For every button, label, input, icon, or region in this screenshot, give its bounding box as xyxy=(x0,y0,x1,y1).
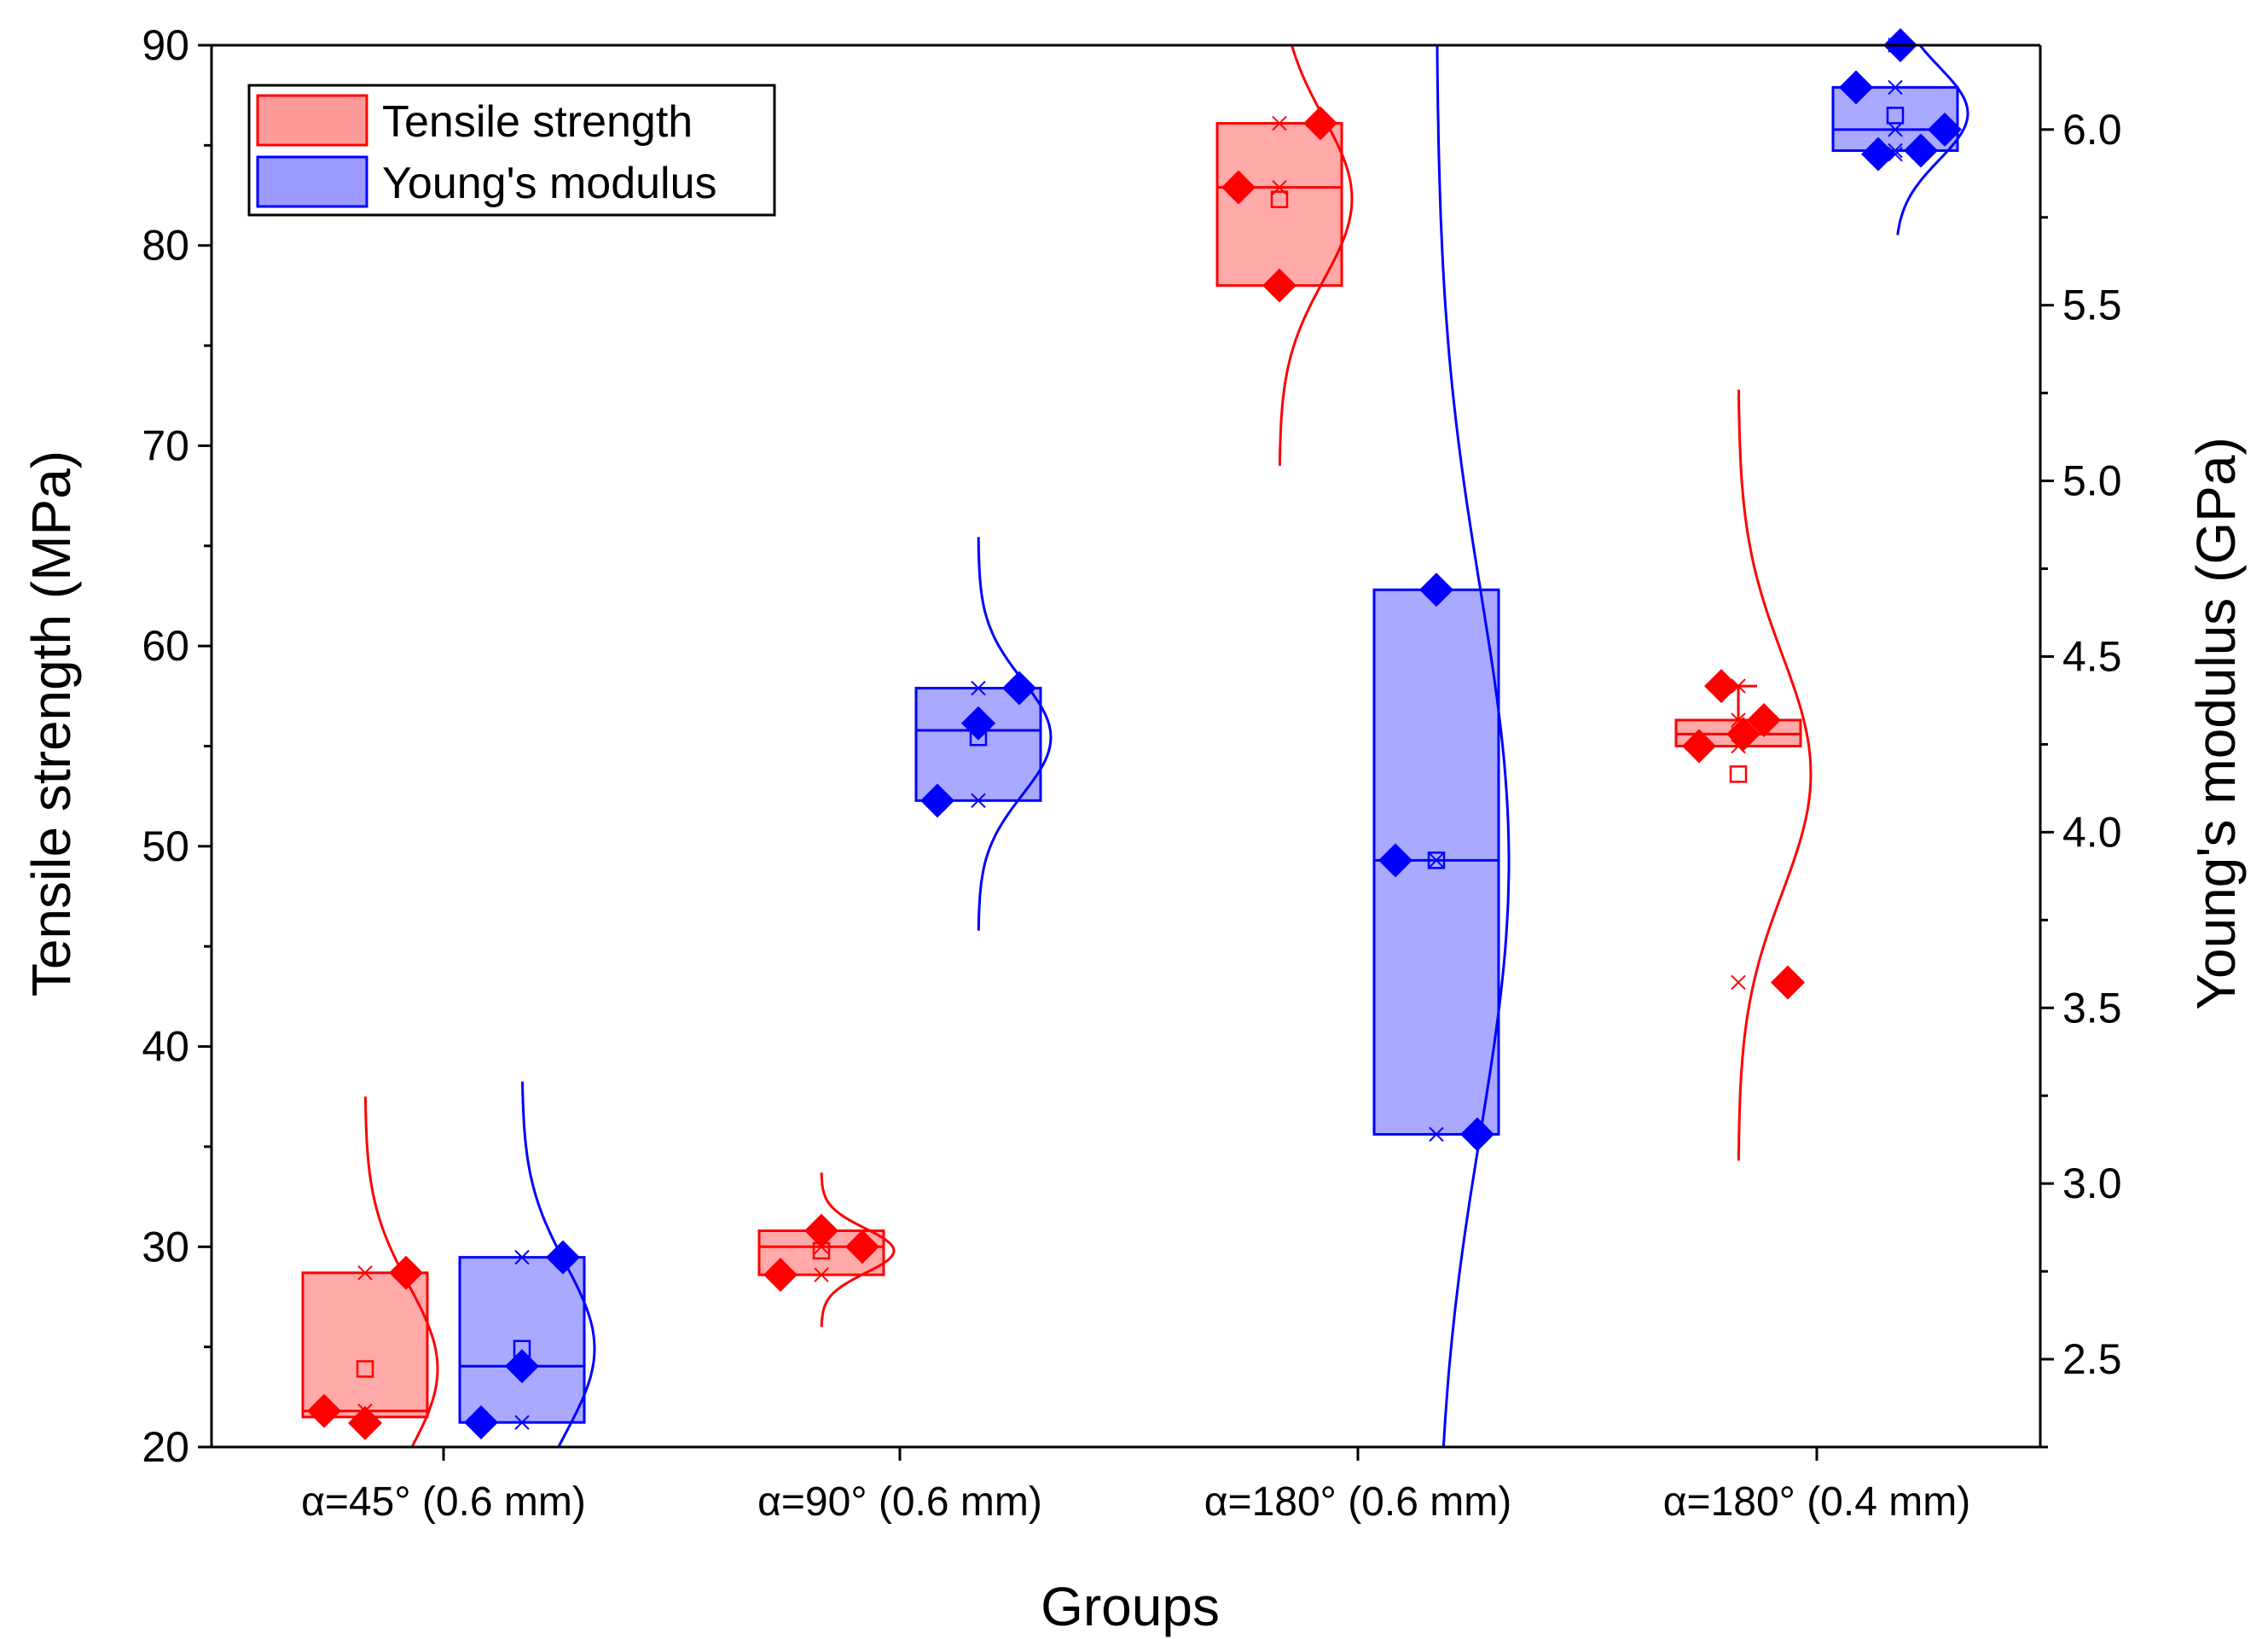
x-marker-modulus-2-1 xyxy=(971,793,986,809)
data-point-tensile-4-3 xyxy=(1726,717,1760,752)
normal-curve-modulus-2 xyxy=(977,537,1053,931)
y-right-tick-label-4.0: 4.0 xyxy=(2062,808,2122,856)
y-left-tick-label-70: 70 xyxy=(142,421,189,469)
legend-swatch-modulus xyxy=(256,155,368,208)
data-point-tensile-1-3 xyxy=(389,1255,423,1290)
x-marker-tensile-4-4 xyxy=(1731,712,1746,728)
x-marker-modulus-1-3 xyxy=(514,1249,530,1265)
x-category-label-1: α=45° (0.6 mm) xyxy=(301,1479,586,1525)
box-tensile-3 xyxy=(1215,122,1343,288)
box-modulus-1 xyxy=(458,1256,586,1424)
x-marker-tensile-3-3 xyxy=(1272,115,1287,131)
data-point-modulus-4-5 xyxy=(1928,112,1962,147)
x-marker-tensile-2-1 xyxy=(814,1267,829,1282)
mean-marker-modulus-3 xyxy=(1427,851,1446,869)
data-point-tensile-3-1 xyxy=(1221,170,1256,205)
y-left-tick-label-60: 60 xyxy=(142,622,189,670)
data-point-tensile-2-1 xyxy=(763,1258,798,1293)
legend-label-modulus: Young's modulus xyxy=(382,159,717,208)
y-left-tick-label-40: 40 xyxy=(142,1023,189,1071)
normal-curve-modulus-4 xyxy=(1896,44,1969,235)
x-marker-modulus-2-2 xyxy=(971,716,986,731)
x-marker-tensile-4-2 xyxy=(1731,678,1746,694)
legend: Tensile strength Young's modulus xyxy=(247,84,776,217)
normal-curve-tensile-4 xyxy=(1737,389,1813,1161)
x-marker-tensile-2-2 xyxy=(814,1223,829,1239)
x-marker-modulus-3-3 xyxy=(1429,1126,1444,1142)
y-left-tick-label-80: 80 xyxy=(142,222,189,270)
x-category-label-4: α=180° (0.4 mm) xyxy=(1663,1479,1970,1525)
data-point-modulus-3-1 xyxy=(1378,843,1412,878)
legend-swatch-tensile xyxy=(256,94,368,147)
y-left-tick-label-90: 90 xyxy=(142,21,189,69)
y-right-tick-label-3.0: 3.0 xyxy=(2062,1160,2122,1207)
x-marker-tensile-2-3 xyxy=(814,1239,829,1254)
x-marker-tensile-4-5 xyxy=(1731,974,1746,991)
x-marker-modulus-4-4 xyxy=(1888,142,1903,159)
x-marker-modulus-4-5 xyxy=(1888,122,1903,137)
axes: 20 30 40 50 60 70 80 90 2.5 3.0 3.5 4.0 4.5 5.0 5.5 6.0… xyxy=(142,21,2121,1525)
y-right-tick-label-2.5: 2.5 xyxy=(2062,1335,2122,1383)
data-point-modulus-4-1 xyxy=(1839,70,1873,105)
normal-curve-modulus-3 xyxy=(1436,44,1511,1448)
data-point-modulus-4-2 xyxy=(1861,137,1895,171)
y-left-tick-label-30: 30 xyxy=(142,1223,189,1270)
x-marker-modulus-3-2 xyxy=(1429,582,1444,597)
y-right-tick-label-5.5: 5.5 xyxy=(2062,282,2122,329)
y-axis-right-title: Young's modulus (GPa) xyxy=(2185,437,2247,1010)
x-marker-tensile-1-3 xyxy=(357,1265,373,1281)
normal-curve-tensile-2 xyxy=(820,1172,896,1328)
box-tensile-1 xyxy=(301,1271,429,1419)
data-point-modulus-1-3 xyxy=(546,1240,580,1275)
y-axis-left-title: Tensile strength (MPa) xyxy=(20,450,82,997)
y-right-tick-label-4.5: 4.5 xyxy=(2062,632,2122,680)
y-left-tick-label-20: 20 xyxy=(142,1423,189,1471)
legend-label-tensile: Tensile strength xyxy=(382,97,693,147)
data-point-modulus-2-1 xyxy=(920,783,954,818)
y-right-tick-label-5.0: 5.0 xyxy=(2062,457,2122,505)
x-category-label-3: α=180° (0.6 mm) xyxy=(1204,1479,1511,1525)
x-marker-tensile-3-2 xyxy=(1272,277,1287,294)
data-point-tensile-4-4 xyxy=(1747,702,1781,737)
x-marker-tensile-3-1 xyxy=(1272,179,1287,195)
data-point-tensile-4-5 xyxy=(1771,965,1805,1000)
x-axis-title: Groups xyxy=(1041,1576,1220,1637)
mean-marker-tensile-4 xyxy=(1729,765,1748,783)
x-marker-modulus-2-3 xyxy=(971,680,986,696)
data-point-modulus-3-3 xyxy=(1460,1117,1494,1152)
mean-marker-tensile-3 xyxy=(1270,190,1289,208)
x-marker-modulus-1-1 xyxy=(514,1415,530,1430)
data-point-tensile-4-2 xyxy=(1704,669,1738,704)
data-point-tensile-3-3 xyxy=(1303,106,1337,141)
mean-marker-tensile-1 xyxy=(356,1360,374,1378)
data-point-modulus-4-4 xyxy=(1904,133,1938,168)
x-marker-modulus-4-2 xyxy=(1888,146,1903,162)
data-point-modulus-2-3 xyxy=(1002,671,1036,706)
y-right-tick-label-6.0: 6.0 xyxy=(2062,106,2122,154)
data-point-tensile-1-1 xyxy=(307,1393,341,1428)
data-point-tensile-4-1 xyxy=(1682,729,1716,764)
data-point-modulus-1-1 xyxy=(464,1405,498,1440)
plot-content xyxy=(301,28,1969,1448)
mean-marker-modulus-4 xyxy=(1886,107,1905,125)
y-right-tick-label-3.5: 3.5 xyxy=(2062,984,2122,1032)
x-marker-tensile-1-2 xyxy=(357,1415,373,1431)
x-marker-modulus-3-1 xyxy=(1429,852,1444,869)
x-category-label-2: α=90° (0.6 mm) xyxy=(757,1479,1042,1525)
x-marker-modulus-4-1 xyxy=(1888,79,1903,96)
data-point-tensile-2-3 xyxy=(845,1229,879,1264)
x-marker-modulus-1-2 xyxy=(514,1358,530,1374)
x-marker-tensile-4-3 xyxy=(1731,726,1746,742)
y-left-tick-label-50: 50 xyxy=(142,822,189,870)
